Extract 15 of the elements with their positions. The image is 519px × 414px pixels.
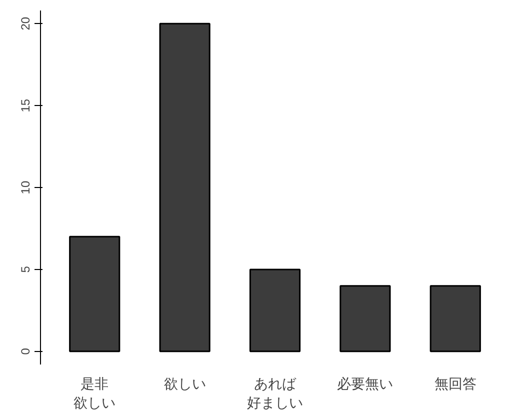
y-tick-label: 20 (18, 16, 32, 30)
y-tick-label: 5 (18, 266, 32, 273)
y-tick-label: 10 (18, 180, 32, 194)
bar (249, 268, 301, 352)
x-tick-label: 無回答 (434, 376, 476, 392)
bar (159, 22, 210, 352)
bar (340, 285, 391, 352)
y-tick-label: 0 (18, 348, 32, 355)
bar (430, 285, 481, 352)
x-tick-label: 必要無い (337, 376, 394, 392)
x-tick-label: 欲しい (164, 376, 206, 392)
bar (69, 236, 120, 352)
y-tick-label: 15 (18, 98, 32, 112)
x-tick-label: 是非欲しい (74, 376, 116, 411)
x-tick-label: あれば好ましい (247, 376, 303, 411)
